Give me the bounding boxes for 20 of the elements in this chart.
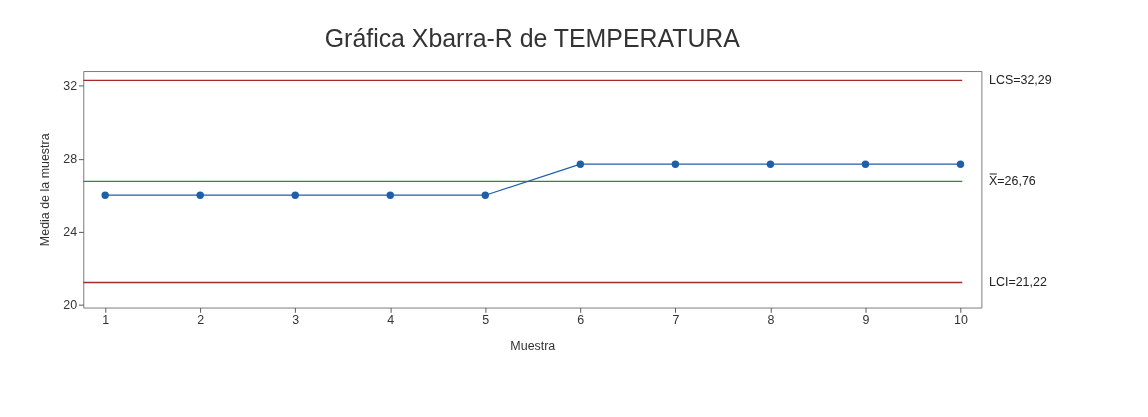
x-tick-label: 8 [767, 313, 775, 328]
y-tick-label: 28 [63, 152, 78, 167]
chart-title: Gráfica Xbarra-R de TEMPERATURA [324, 24, 741, 53]
ref-line-label: LCS=32,29 [989, 73, 1052, 88]
y-tick-label: 24 [63, 225, 78, 240]
ref-line-label: LCI=21,22 [989, 275, 1047, 290]
x-tick-label: 5 [482, 313, 490, 328]
x-tick-label: 10 [954, 313, 968, 328]
x-tick-label: 2 [197, 313, 205, 328]
y-tick-label: 20 [63, 298, 78, 313]
x-tick-label: 1 [102, 313, 110, 328]
y-axis-title: Media de la muestra [37, 133, 52, 247]
x-tick-label: 3 [292, 313, 300, 328]
x-tick-label: 6 [577, 313, 585, 328]
ref-line-label: X̿=26,76 [989, 173, 1036, 189]
x-tick-label: 9 [862, 313, 870, 328]
x-axis-title: Muestra [510, 339, 556, 354]
y-tick-label: 32 [63, 78, 78, 93]
x-tick-label: 7 [672, 313, 680, 328]
x-tick-label: 4 [387, 313, 395, 328]
